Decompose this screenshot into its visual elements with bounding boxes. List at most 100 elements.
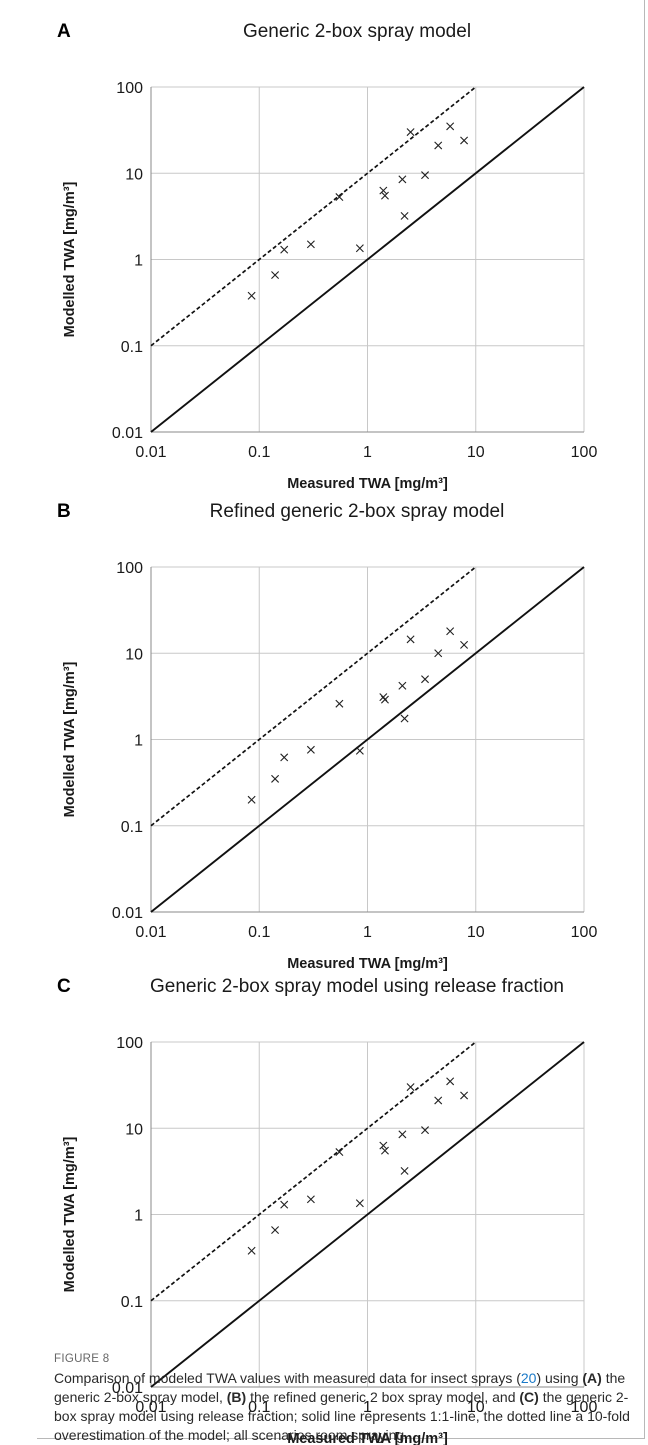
caption-text-3: the generic 2-box spray model, — [54, 1370, 626, 1405]
chart-c-data-point — [247, 1246, 256, 1255]
chart-c-x-tick-label: 10 — [467, 1399, 485, 1416]
caption-text: Comparison of modeled TWA values with me… — [54, 1369, 634, 1445]
chart-b-y-tick-label: 1 — [134, 733, 143, 750]
chart-c-y-axis-title: Modelled TWA [mg/m³] — [62, 1136, 78, 1292]
chart-b-x-tick-label: 0.01 — [135, 924, 166, 941]
chart-c-data-point — [446, 1077, 455, 1086]
chart-panel-c: C Generic 2-box spray model using release… — [0, 955, 648, 1445]
chart-b-x-tick-label: 1 — [363, 924, 372, 941]
chart-c-data-point — [421, 1126, 430, 1135]
chart-a-data-point — [406, 128, 415, 137]
chart-b-data-point — [460, 640, 469, 649]
chart-c-data-point — [271, 1226, 280, 1235]
chart-b-data-point — [446, 627, 455, 636]
chart-a-data-point — [421, 171, 430, 180]
chart-panel-b: B Refined generic 2-box spray model 0.01 0.… — [0, 480, 648, 972]
chart-a-data-point — [400, 211, 409, 220]
chart-a-y-axis-title: Modelled TWA [mg/m³] — [62, 181, 78, 337]
chart-c-data-point — [434, 1096, 443, 1105]
chart-a-svg: A Generic 2-box spray model 0.01 0.1 1 10 100 0… — [57, 21, 597, 492]
chart-a-x-tick-label: 10 — [467, 444, 485, 461]
chart-c-y-tick-label: 0.01 — [112, 1380, 143, 1397]
chart-a-data-point — [306, 240, 315, 249]
chart-c-y-tick-label: 1 — [134, 1208, 143, 1225]
chart-a-title: Generic 2-box spray model — [243, 21, 471, 42]
chart-a-x-tick-label: 0.01 — [135, 444, 166, 461]
chart-c-x-tick-label: 100 — [571, 1399, 598, 1416]
chart-a-x-tick-label: 1 — [363, 444, 372, 461]
caption-text-1: Comparison of modeled TWA values with me… — [54, 1370, 521, 1386]
caption-text-2: ) using — [536, 1370, 583, 1386]
chart-c-data-point — [380, 1146, 389, 1155]
caption-text-4: the refined generic 2 box spray model, a… — [246, 1389, 520, 1405]
caption-reference-link[interactable]: 20 — [520, 1370, 537, 1386]
chart-c-tenfold-line — [150, 1041, 477, 1302]
chart-b-y-axis-title: Modelled TWA [mg/m³] — [62, 661, 78, 817]
figure-caption: FIGURE 8 Comparison of modeled TWA value… — [54, 1353, 634, 1445]
chart-c-title: Generic 2-box spray model using release … — [150, 976, 564, 997]
chart-a-data-point — [271, 271, 280, 280]
chart-b-y-tick-label: 100 — [116, 560, 143, 577]
chart-c-data-point — [280, 1200, 289, 1209]
chart-a-y-tick-label: 1 — [134, 253, 143, 270]
chart-c-identity-line — [150, 1041, 585, 1388]
chart-b-data-point — [271, 774, 280, 783]
chart-c-x-axis-title: Measured TWA [mg/m³] — [287, 1431, 448, 1445]
chart-c-y-tick-label: 100 — [116, 1035, 143, 1052]
chart-a-data-point — [247, 291, 256, 300]
chart-b-data-point — [398, 681, 407, 690]
chart-a-panel-letter: A — [57, 21, 71, 42]
chart-a-data-point — [355, 244, 364, 253]
chart-c-x-tick-label: 1 — [363, 1399, 372, 1416]
chart-b-data-point — [400, 714, 409, 723]
chart-a-data-point — [434, 141, 443, 150]
chart-c-x-tick-label: 0.1 — [248, 1399, 270, 1416]
caption-text-5: the generic 2-box spray model using rele… — [54, 1389, 630, 1443]
chart-b-svg: B Refined generic 2-box spray model 0.01 0.… — [57, 501, 597, 972]
chart-c-data-point — [406, 1083, 415, 1092]
chart-panel-a: A Generic 2-box spray model 0.01 0.1 1 10 100 0… — [0, 0, 648, 492]
chart-c-x-tick-label: 0.01 — [135, 1399, 166, 1416]
chart-b-data-point — [280, 753, 289, 762]
chart-b-x-tick-label: 10 — [467, 924, 485, 941]
chart-a-data-point — [335, 193, 344, 202]
chart-b-identity-line — [150, 566, 585, 913]
chart-c-y-tick-label: 0.1 — [121, 1294, 143, 1311]
figure-frame — [37, 0, 645, 1439]
chart-b-tenfold-line — [150, 566, 477, 827]
chart-a-data-point — [460, 136, 469, 145]
chart-c-data-point — [400, 1166, 409, 1175]
chart-c-data-point — [379, 1141, 388, 1150]
chart-a-x-tick-label: 0.1 — [248, 444, 270, 461]
chart-b-panel-letter: B — [57, 501, 71, 522]
chart-a-y-tick-label: 10 — [125, 166, 143, 183]
chart-a-data-point — [380, 191, 389, 200]
chart-c-svg: C Generic 2-box spray model using release… — [57, 976, 597, 1445]
chart-a-data-point — [280, 245, 289, 254]
chart-a-y-tick-label: 0.1 — [121, 339, 143, 356]
chart-b-data-point — [434, 649, 443, 658]
chart-b-data-point — [306, 745, 315, 754]
chart-a-y-tick-label: 100 — [116, 80, 143, 97]
chart-b-data-point — [406, 635, 415, 644]
chart-c-data-point — [398, 1130, 407, 1139]
chart-a-x-tick-label: 100 — [571, 444, 598, 461]
chart-a-tenfold-line — [150, 86, 477, 347]
caption-panel-a-label: (A) — [582, 1370, 602, 1386]
chart-b-data-point — [421, 675, 430, 684]
chart-a-data-point — [398, 175, 407, 184]
chart-c-data-point — [460, 1091, 469, 1100]
chart-b-data-point — [355, 746, 364, 755]
chart-a-x-axis-title: Measured TWA [mg/m³] — [287, 476, 448, 492]
chart-c-data-point — [335, 1148, 344, 1157]
caption-label: FIGURE 8 — [54, 1353, 110, 1365]
chart-b-data-point — [379, 693, 388, 702]
chart-b-data-point — [380, 695, 389, 704]
chart-b-x-axis-title: Measured TWA [mg/m³] — [287, 956, 448, 972]
caption-panel-c-label: (C) — [519, 1389, 539, 1405]
chart-b-y-tick-label: 0.1 — [121, 819, 143, 836]
chart-b-data-point — [247, 795, 256, 804]
chart-b-data-point — [335, 699, 344, 708]
caption-panel-b-label: (B) — [226, 1389, 247, 1405]
chart-c-data-point — [355, 1199, 364, 1208]
